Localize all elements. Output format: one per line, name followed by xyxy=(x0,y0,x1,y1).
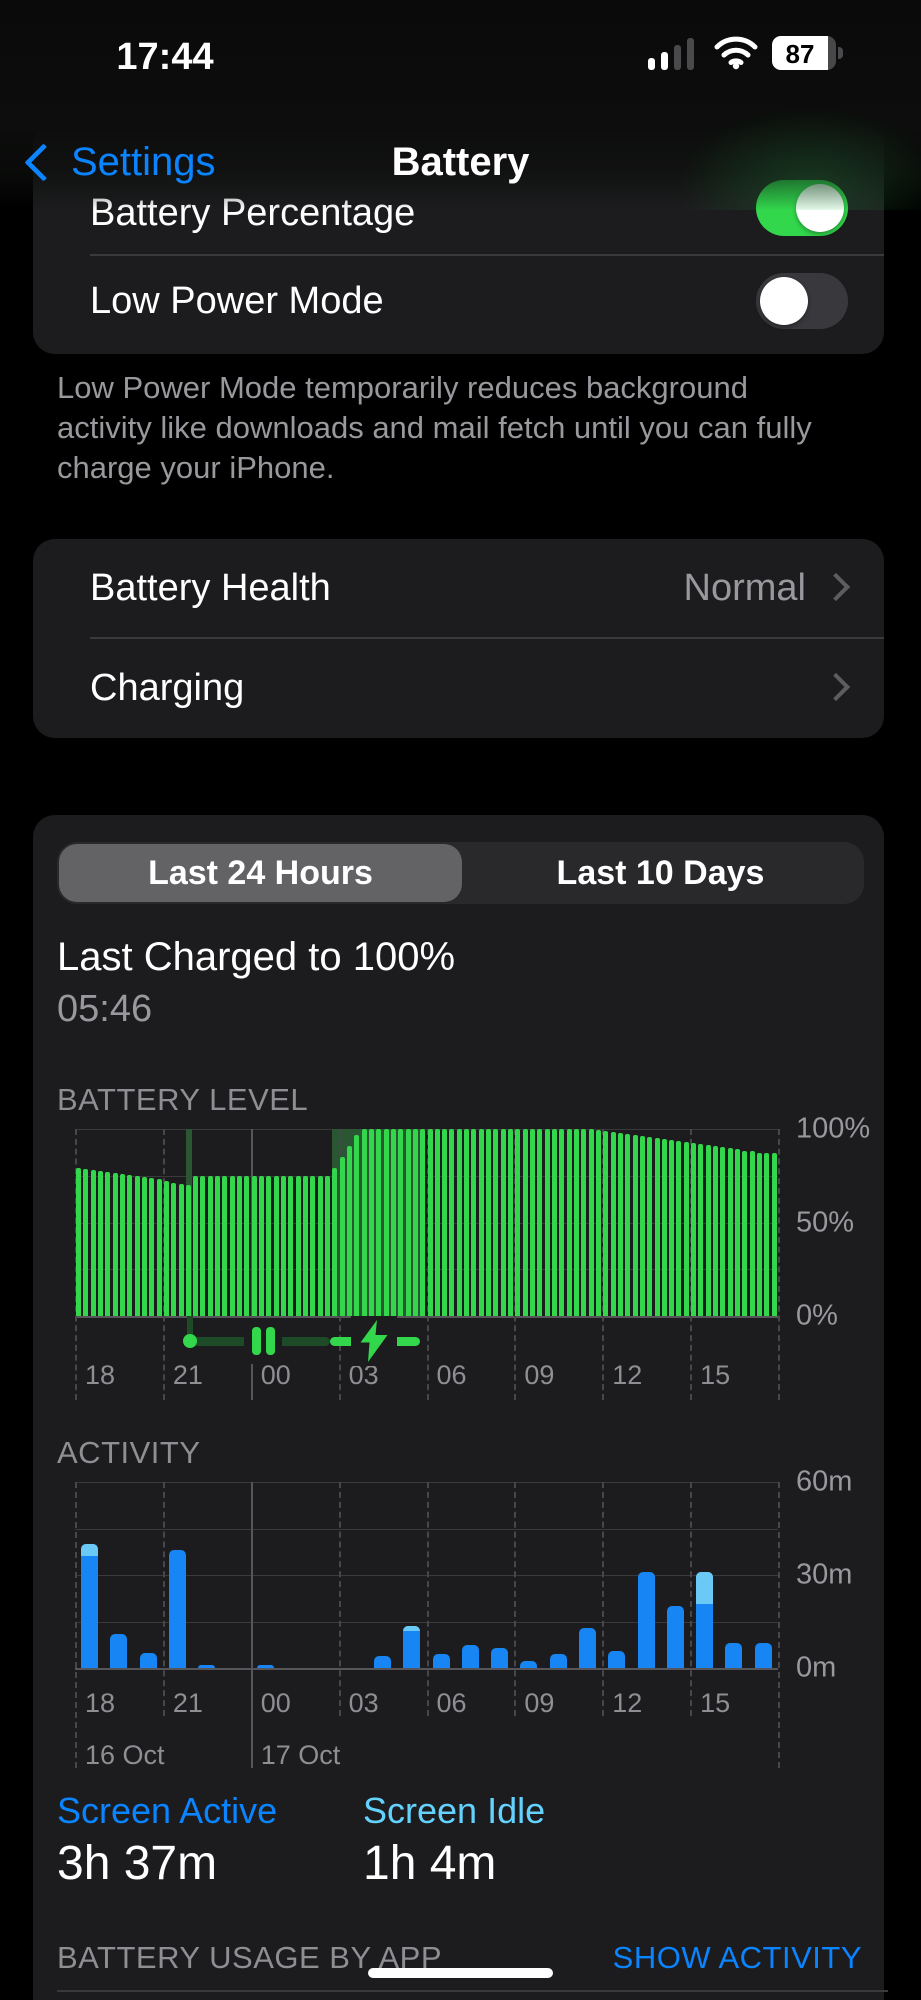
battery-status-icon: 87 xyxy=(772,36,846,70)
row-separator xyxy=(90,637,884,639)
charge-bolt-icon xyxy=(350,1316,397,1366)
last-charged-title: Last Charged to 100% xyxy=(57,935,456,979)
last-charged-time: 05:46 xyxy=(57,988,153,1030)
row-separator xyxy=(90,254,884,256)
tab-last-24-hours[interactable]: Last 24 Hours xyxy=(59,844,462,902)
chevron-right-icon xyxy=(821,672,851,702)
charging-row[interactable]: Charging xyxy=(33,639,884,737)
tab-label: Last 24 Hours xyxy=(148,853,373,892)
charging-label: Charging xyxy=(90,667,245,709)
battery-level-section-header: BATTERY LEVEL xyxy=(57,1082,309,1117)
activity-section-header: ACTIVITY xyxy=(57,1435,201,1470)
battery-level-plot: 18 21 00 03 06 09 12 15 100% 50% 0% xyxy=(75,1113,870,1400)
status-time: 17:44 xyxy=(116,36,214,78)
time-range-segmented-control: Last 24 Hours Last 10 Days xyxy=(57,842,864,904)
screen-idle-label: Screen Idle xyxy=(363,1790,546,1831)
bottom-separator xyxy=(57,1990,888,1992)
wifi-icon xyxy=(714,36,758,70)
activity-plot: 18 21 00 03 06 09 12 15 16 Oct 17 Oct 60m 30m 0m xyxy=(75,1466,852,1770)
battery-health-card: Battery Health Normal Charging xyxy=(33,539,884,738)
low-power-mode-toggle[interactable] xyxy=(756,273,848,329)
screen-idle-value: 1h 4m xyxy=(363,1837,497,1890)
tab-last-10-days[interactable]: Last 10 Days xyxy=(459,844,862,902)
low-power-mode-label: Low Power Mode xyxy=(90,280,384,322)
toggle-knob xyxy=(760,277,808,325)
screen-active-label: Screen Active xyxy=(57,1790,278,1831)
back-label: Settings xyxy=(71,140,216,184)
cellular-signal-icon xyxy=(648,36,700,70)
battery-health-row[interactable]: Battery Health Normal xyxy=(33,539,884,637)
show-activity-button[interactable]: SHOW ACTIVITY xyxy=(612,1940,862,1975)
screen-active-value: 3h 37m xyxy=(57,1837,218,1890)
chevron-right-icon xyxy=(821,572,851,602)
battery-health-value: Normal xyxy=(683,567,806,609)
battery-usage-card xyxy=(33,815,884,2000)
tab-label: Last 10 Days xyxy=(556,853,765,892)
nav-bar: Settings Battery 17:44 87 xyxy=(0,0,921,210)
home-indicator[interactable] xyxy=(368,1968,553,1978)
battery-health-label: Battery Health xyxy=(90,567,331,609)
low-power-footer-text: Low Power Mode temporarily reduces backg… xyxy=(57,370,812,485)
battery-percent-text: 87 xyxy=(785,39,815,69)
page-title: Battery xyxy=(391,140,530,184)
back-button[interactable]: Settings xyxy=(24,140,216,185)
charge-pause-icon xyxy=(243,1318,282,1364)
